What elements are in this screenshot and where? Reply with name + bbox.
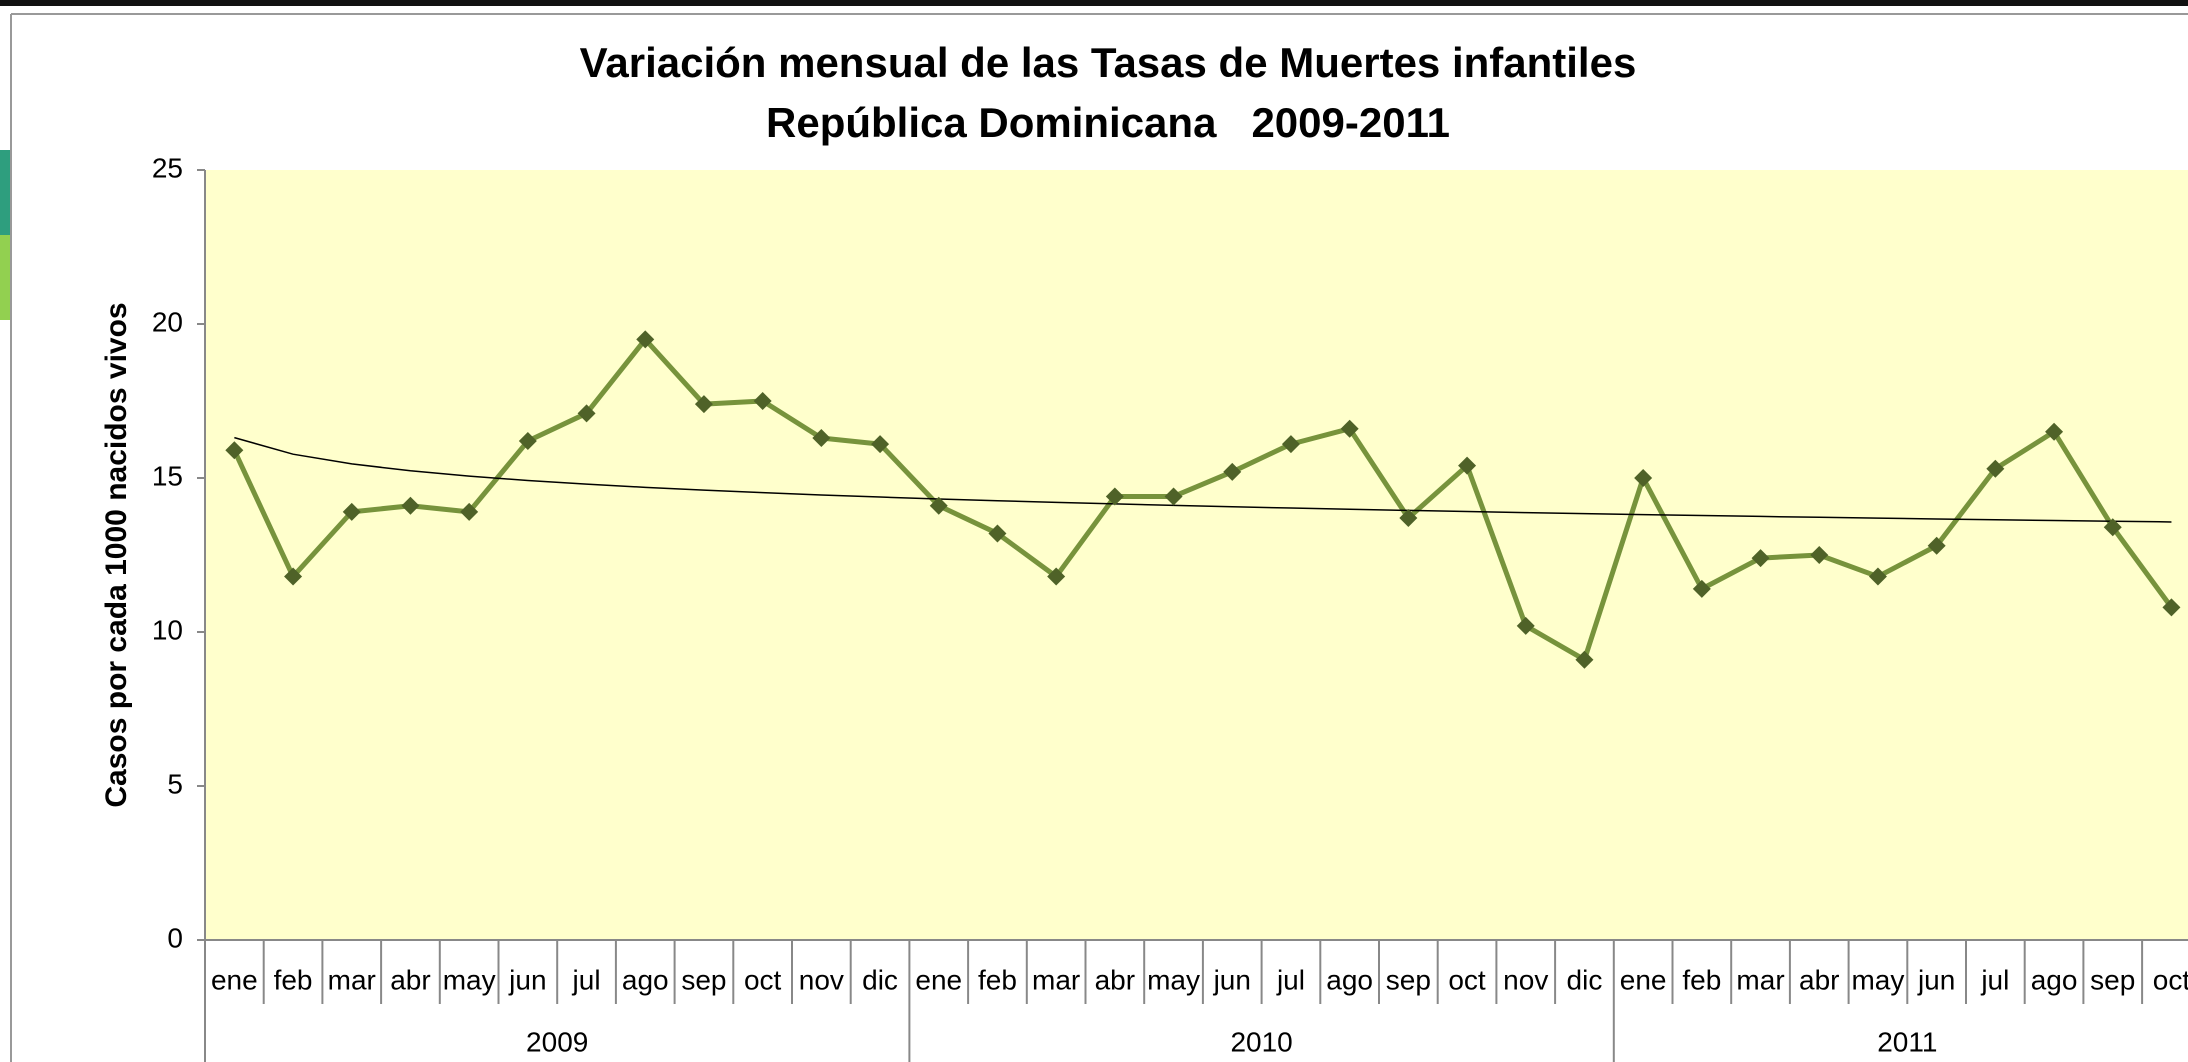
x-tick-label: sep: [681, 964, 726, 995]
point-marker: [1164, 487, 1183, 506]
x-tick-label: ago: [1326, 964, 1373, 995]
x-tick-label: ago: [2031, 964, 2078, 995]
x-tick-label: oct: [1448, 964, 1486, 995]
point-marker: [1223, 462, 1242, 481]
x-tick-label: ene: [211, 964, 258, 995]
x-tick-label: mar: [328, 964, 376, 995]
side-strip: [0, 235, 10, 320]
point-marker: [1399, 509, 1418, 528]
point-marker: [929, 496, 948, 515]
point-marker: [1868, 567, 1887, 586]
x-tick-label: dic: [862, 964, 898, 995]
plot-area: [205, 170, 2188, 940]
x-group-label: 2010: [1230, 1026, 1292, 1057]
x-tick-label: mar: [1032, 964, 1080, 995]
point-marker: [1575, 650, 1594, 669]
point-marker: [1634, 469, 1653, 487]
point-marker: [1281, 435, 1300, 454]
point-marker: [225, 441, 244, 460]
point-marker: [1986, 459, 2005, 478]
x-tick-label: dic: [1567, 964, 1603, 995]
point-marker: [401, 496, 420, 515]
y-tick-label: 25: [152, 152, 183, 183]
point-marker: [577, 404, 596, 423]
x-tick-label: jun: [508, 964, 546, 995]
x-tick-label: oct: [744, 964, 782, 995]
point-marker: [1751, 549, 1770, 568]
y-tick-label: 20: [152, 306, 183, 337]
x-tick-label: may: [1851, 964, 1904, 995]
point-marker: [1340, 419, 1359, 438]
x-group-label: 2011: [1877, 1026, 1937, 1057]
x-tick-label: jul: [1980, 964, 2009, 995]
point-marker: [753, 392, 772, 410]
point-marker: [518, 432, 537, 451]
x-tick-label: ene: [915, 964, 962, 995]
chart-subtitle: República Dominicana 2009-2011: [766, 99, 1450, 146]
x-tick-label: may: [443, 964, 496, 995]
top-bar: [0, 0, 2188, 6]
x-tick-label: sep: [2090, 964, 2135, 995]
x-tick-label: abr: [1799, 964, 1839, 995]
point-marker: [1458, 456, 1477, 475]
point-marker: [2162, 598, 2181, 617]
point-marker: [2103, 518, 2122, 537]
side-strip: [0, 150, 10, 235]
y-tick-label: 10: [152, 614, 183, 645]
point-marker: [284, 567, 303, 586]
point-marker: [1047, 567, 1066, 586]
point-marker: [1692, 579, 1711, 598]
point-marker: [694, 395, 713, 414]
y-tick-label: 0: [167, 922, 183, 953]
x-group-label: 2009: [526, 1026, 588, 1057]
point-marker: [342, 502, 361, 521]
x-tick-label: mar: [1736, 964, 1784, 995]
trendline: [234, 436, 2172, 523]
point-marker: [1927, 536, 1946, 555]
x-tick-label: sep: [1386, 964, 1431, 995]
point-marker: [1810, 546, 1829, 564]
point-marker: [2045, 422, 2064, 441]
x-tick-label: feb: [1682, 964, 1721, 995]
x-tick-label: nov: [799, 964, 844, 995]
point-marker: [636, 330, 655, 349]
x-tick-label: jul: [1276, 964, 1305, 995]
point-marker: [1516, 616, 1535, 635]
x-tick-label: ene: [1620, 964, 1667, 995]
x-tick-label: nov: [1503, 964, 1548, 995]
x-tick-label: jul: [572, 964, 601, 995]
point-marker: [812, 428, 831, 447]
x-tick-label: abr: [390, 964, 430, 995]
y-tick-label: 5: [167, 768, 183, 799]
x-tick-label: feb: [274, 964, 313, 995]
x-tick-label: abr: [1095, 964, 1135, 995]
x-tick-label: ago: [622, 964, 669, 995]
y-tick-label: 15: [152, 460, 183, 491]
y-axis-label: Casos por cada 1000 nacidos vivos: [100, 302, 133, 807]
point-marker: [460, 502, 479, 521]
x-tick-label: jun: [1917, 964, 1955, 995]
point-marker: [871, 435, 890, 454]
x-tick-label: jun: [1213, 964, 1251, 995]
point-marker: [1105, 487, 1124, 506]
point-marker: [988, 524, 1007, 543]
chart-title: Variación mensual de las Tasas de Muerte…: [580, 39, 1637, 86]
x-tick-label: feb: [978, 964, 1017, 995]
x-tick-label: may: [1147, 964, 1200, 995]
x-tick-label: oct: [2153, 964, 2188, 995]
line-series: [232, 336, 2174, 663]
